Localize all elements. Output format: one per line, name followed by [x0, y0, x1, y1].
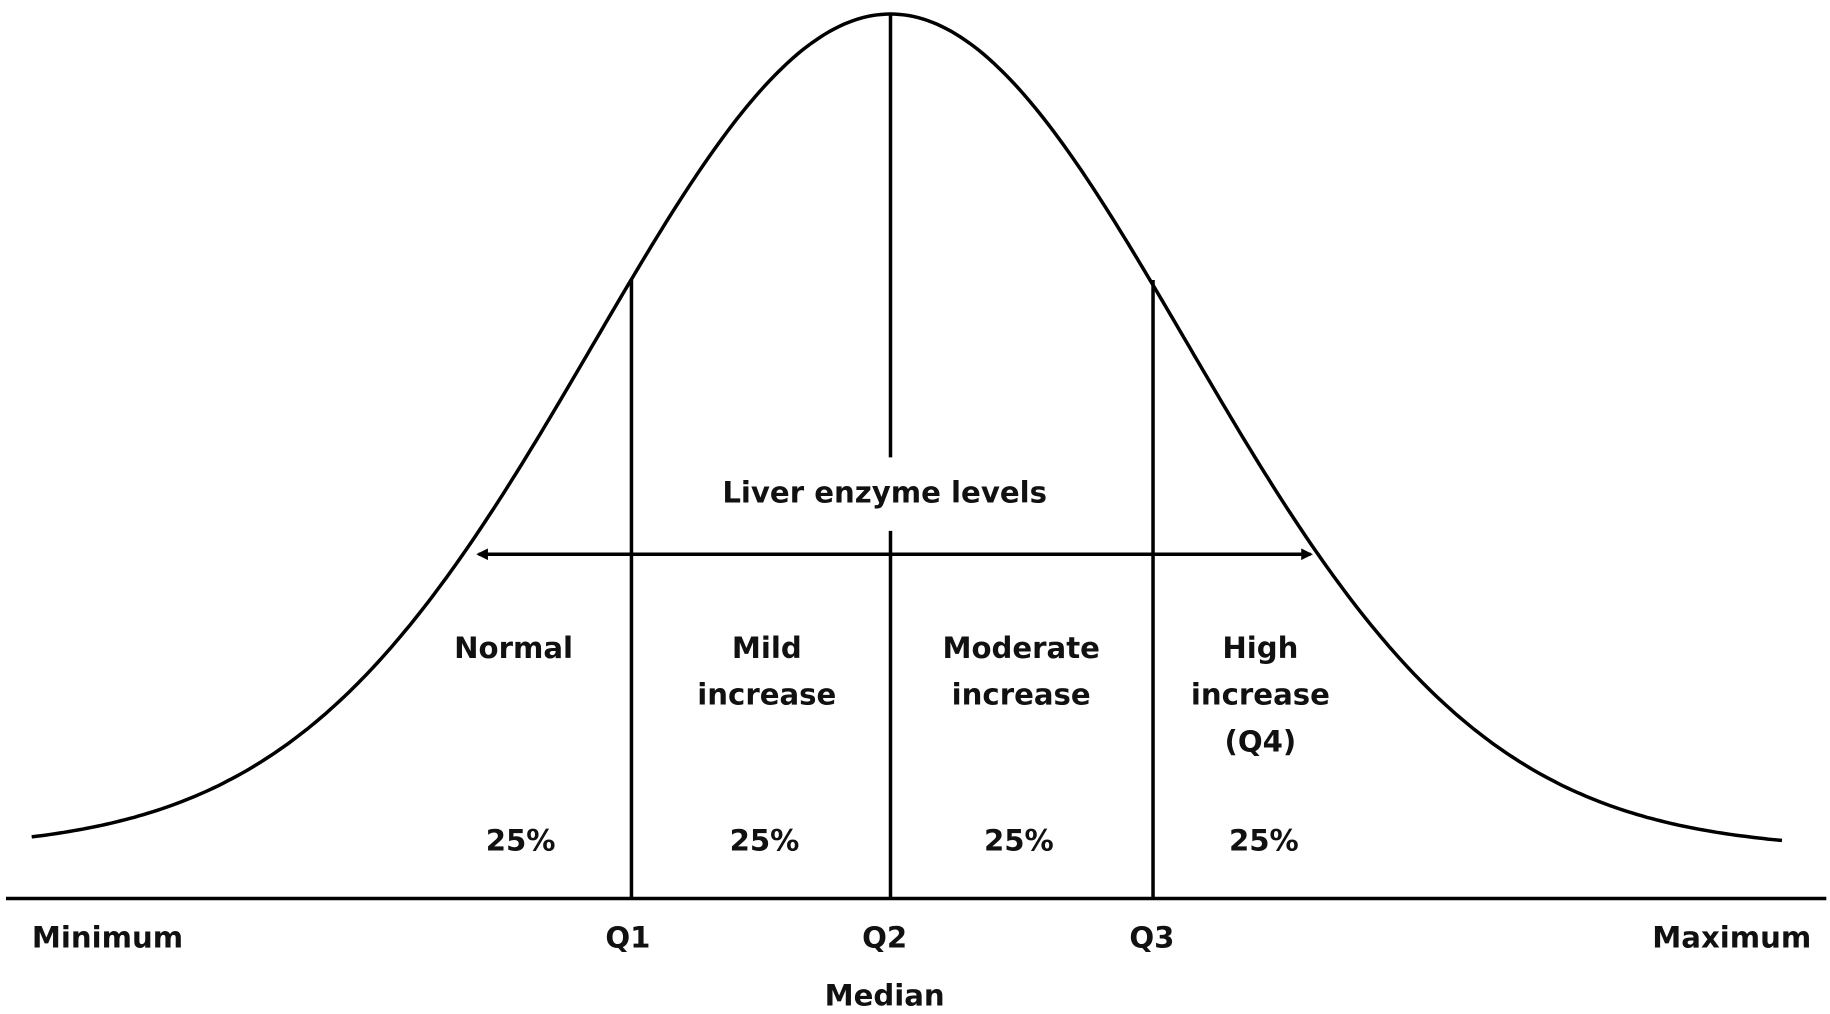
section-label: increase — [952, 678, 1091, 712]
section-label: Moderate — [942, 631, 1099, 665]
section-label: increase — [1191, 678, 1330, 712]
section-label: Normal — [454, 631, 573, 665]
section-share: 25% — [486, 823, 556, 857]
axis-label: Maximum — [1652, 920, 1811, 954]
section-label: Mild — [732, 631, 802, 665]
section-share: 25% — [1229, 823, 1299, 857]
diagram-title: Liver enzyme levels — [722, 476, 1047, 510]
section-share: 25% — [984, 823, 1054, 857]
median-label: Median — [825, 979, 945, 1013]
section-label: (Q4) — [1225, 724, 1297, 758]
section-share: 25% — [730, 823, 800, 857]
axis-label: Minimum — [32, 920, 183, 954]
section-label: High — [1222, 631, 1298, 665]
axis-label: Q1 — [605, 920, 650, 954]
axis-label: Q3 — [1129, 920, 1174, 954]
section-label: increase — [697, 678, 836, 712]
bell-curve — [31, 12, 1783, 843]
axis-label: Q2 — [862, 920, 907, 954]
